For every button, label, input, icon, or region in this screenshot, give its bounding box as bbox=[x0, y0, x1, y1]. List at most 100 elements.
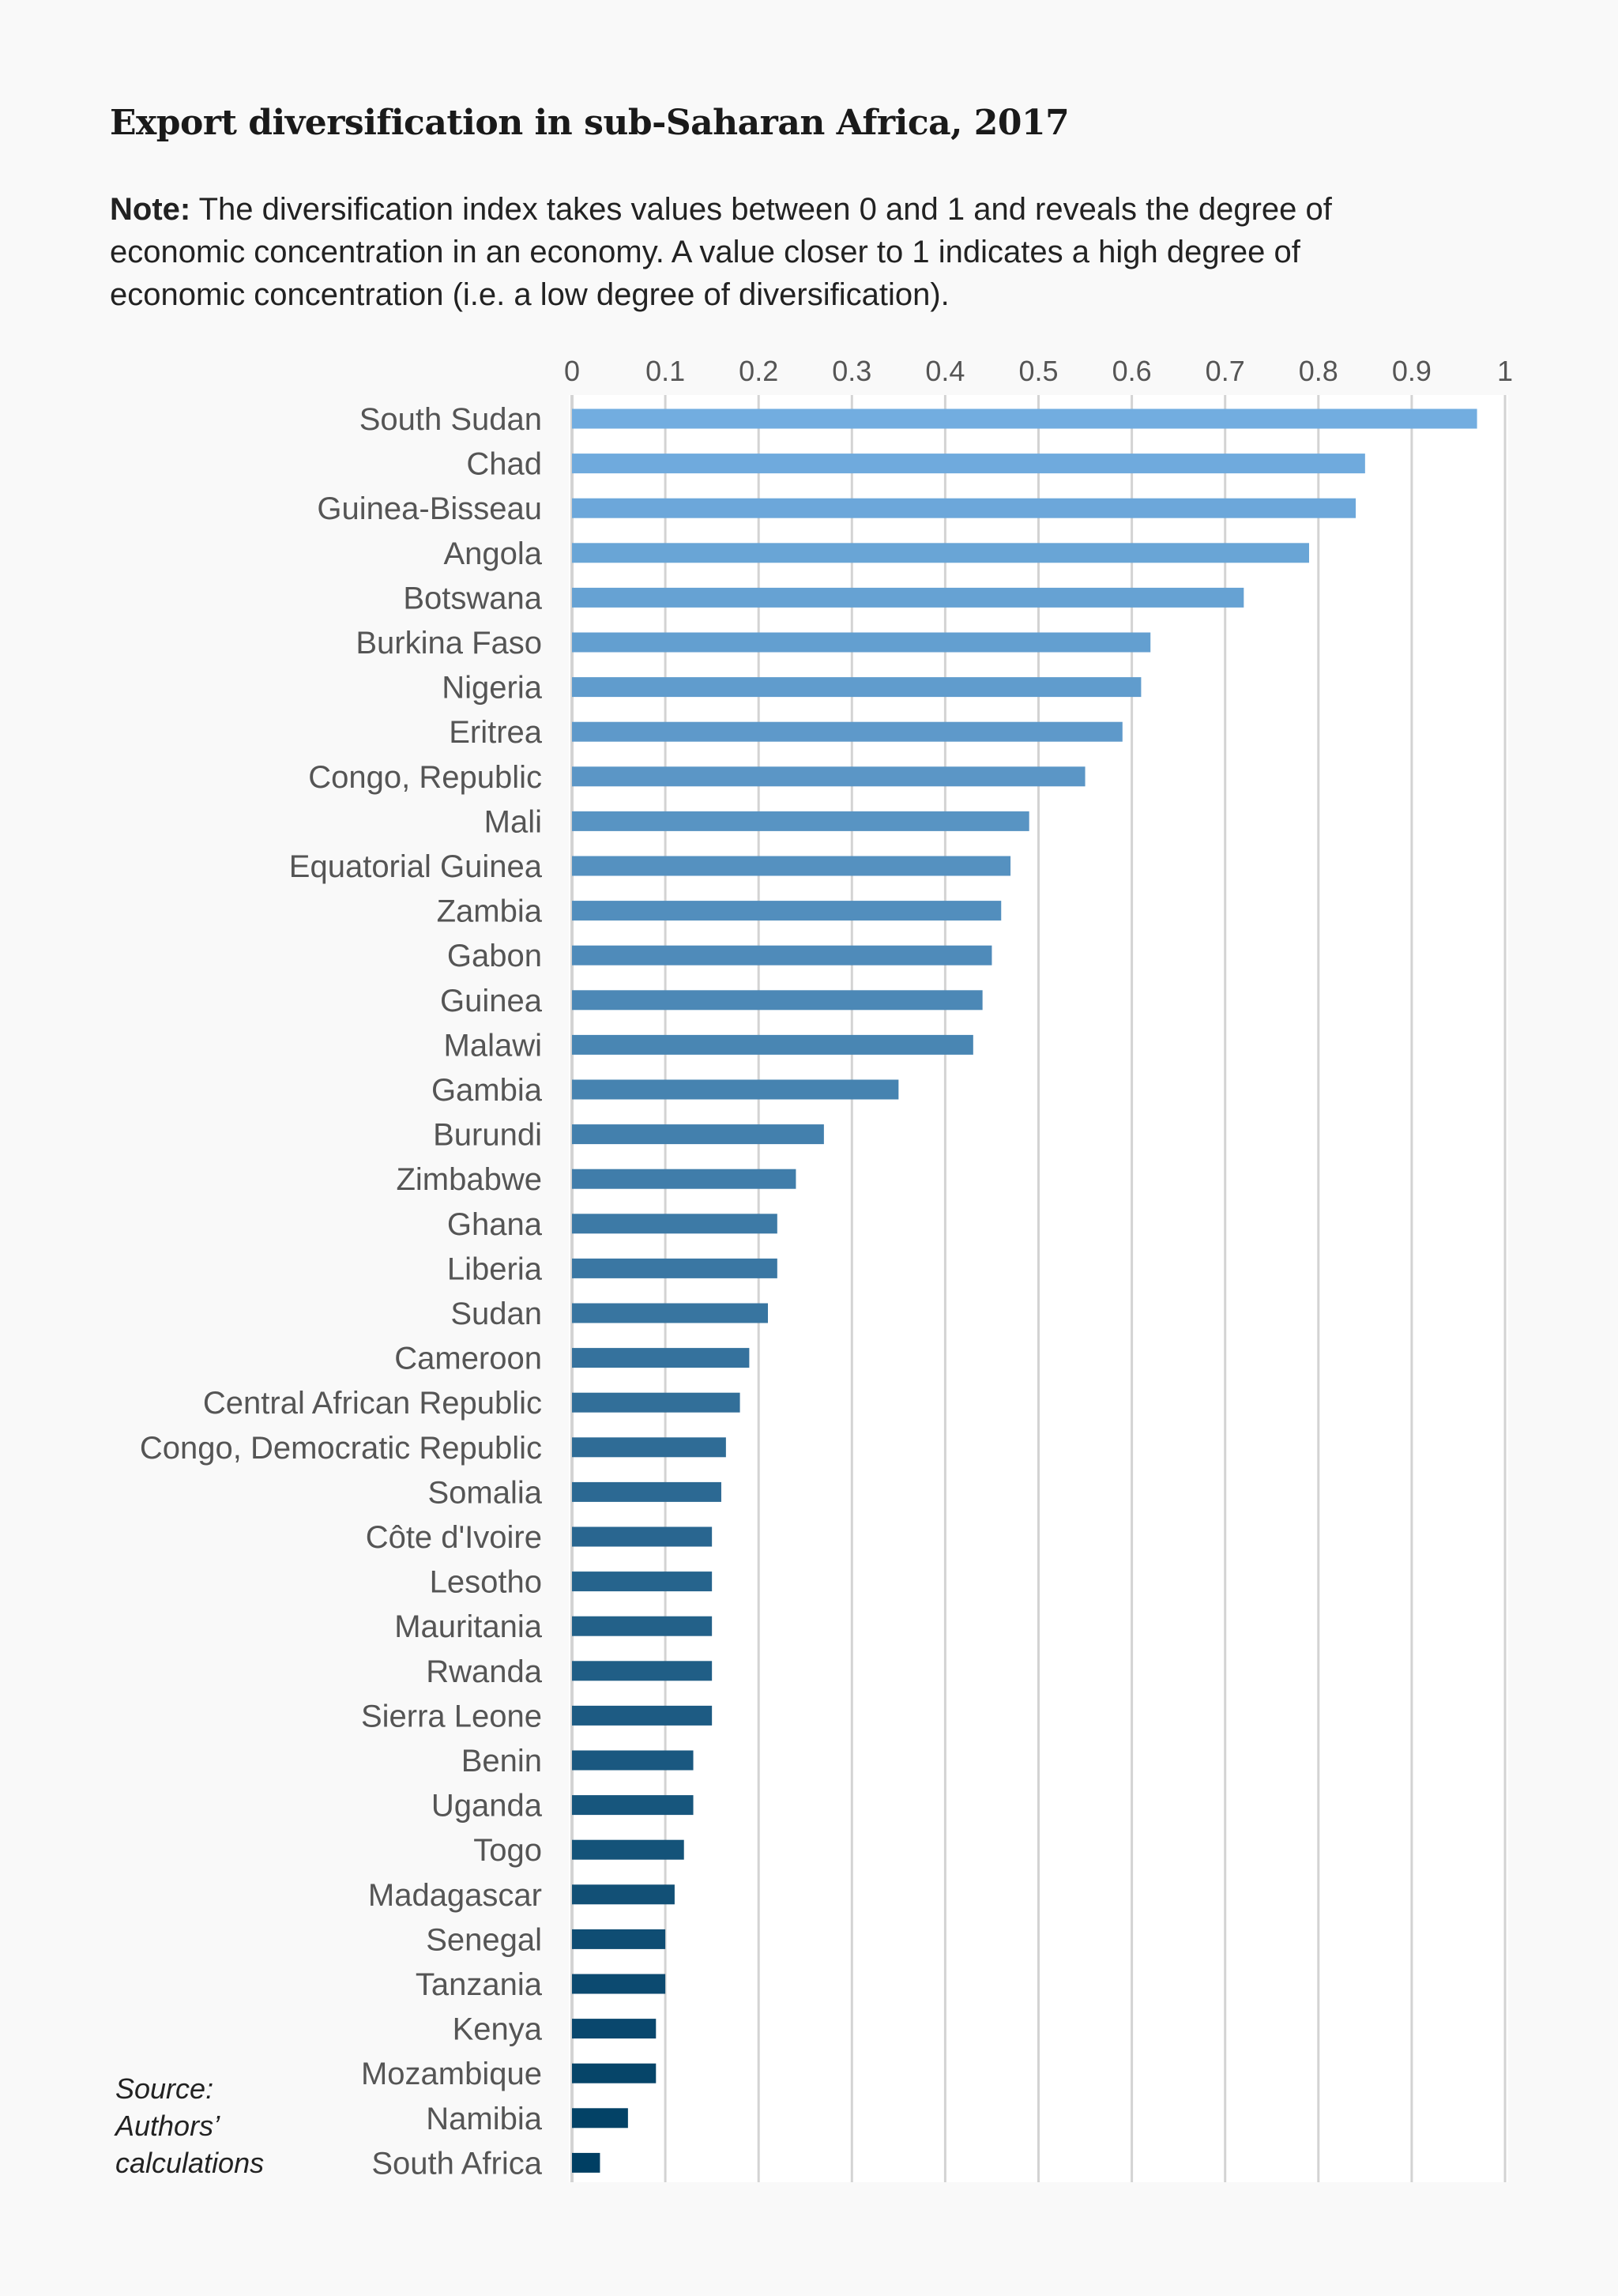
note-text: The diversification index takes values b… bbox=[110, 192, 1332, 312]
category-label: Sierra Leone bbox=[361, 1699, 542, 1733]
category-label: Angola bbox=[443, 536, 542, 571]
bar bbox=[572, 721, 1123, 742]
bar bbox=[572, 498, 1356, 518]
x-tick-label: 0.2 bbox=[739, 355, 778, 387]
category-label: Burkina Faso bbox=[356, 626, 542, 661]
bar bbox=[572, 811, 1029, 831]
bar bbox=[572, 2019, 657, 2039]
category-label: Sudan bbox=[450, 1297, 542, 1331]
category-label: Congo, Republic bbox=[308, 760, 542, 795]
bar bbox=[572, 1303, 769, 1323]
bar bbox=[572, 408, 1477, 429]
source-note: Source: Authors’ calculations bbox=[115, 2070, 264, 2181]
x-tick-label: 0 bbox=[564, 355, 580, 387]
bar bbox=[572, 1481, 721, 1502]
category-label: Botswana bbox=[403, 581, 542, 615]
x-tick-label: 0.6 bbox=[1112, 355, 1152, 387]
category-label: Burundi bbox=[433, 1118, 542, 1153]
bar bbox=[572, 1974, 666, 1994]
bar bbox=[572, 2152, 600, 2173]
category-label: Tanzania bbox=[416, 1967, 543, 2002]
category-label: Namibia bbox=[426, 2102, 542, 2136]
category-label: Chad bbox=[466, 447, 542, 482]
category-label: Madagascar bbox=[368, 1878, 542, 1913]
category-label: Somalia bbox=[427, 1475, 542, 1510]
category-label: Central African Republic bbox=[203, 1386, 542, 1421]
bar bbox=[572, 1258, 777, 1278]
category-label: Equatorial Guinea bbox=[289, 849, 543, 884]
category-label: Togo bbox=[473, 1833, 542, 1868]
x-tick-label: 0.8 bbox=[1299, 355, 1338, 387]
bar bbox=[572, 1839, 684, 1860]
bar bbox=[572, 1526, 713, 1547]
category-label: South Sudan bbox=[359, 402, 542, 437]
x-tick-label: 0.4 bbox=[925, 355, 965, 387]
x-tick-label: 0.9 bbox=[1392, 355, 1432, 387]
chart-title: Export diversification in sub-Saharan Af… bbox=[110, 103, 1070, 143]
bar bbox=[572, 1929, 666, 1949]
category-label: Senegal bbox=[426, 1922, 542, 1957]
chart-note: Note: The diversification index takes va… bbox=[110, 188, 1405, 316]
category-label: Benin bbox=[461, 1744, 542, 1778]
x-tick-label: 0.7 bbox=[1206, 355, 1245, 387]
category-label: Rwanda bbox=[426, 1654, 543, 1689]
category-label: Kenya bbox=[453, 2012, 543, 2047]
bar bbox=[572, 587, 1244, 608]
bar bbox=[572, 677, 1142, 698]
bar bbox=[572, 1795, 694, 1816]
bar bbox=[572, 1392, 740, 1413]
category-label: Mauritania bbox=[394, 1609, 543, 1644]
category-label: Eritrea bbox=[449, 715, 543, 750]
bar bbox=[572, 2108, 628, 2129]
bar bbox=[572, 856, 1011, 876]
category-label: Zambia bbox=[437, 894, 543, 929]
source-line: calculations bbox=[115, 2147, 265, 2179]
category-label: Liberia bbox=[447, 1252, 543, 1286]
bar bbox=[572, 1124, 824, 1145]
category-label: Cameroon bbox=[394, 1342, 542, 1376]
bar bbox=[572, 1034, 973, 1055]
category-label: Zimbabwe bbox=[396, 1162, 542, 1197]
category-label: Congo, Democratic Republic bbox=[140, 1431, 542, 1466]
category-label: Gabon bbox=[447, 939, 542, 973]
category-label: Malawi bbox=[444, 1028, 542, 1063]
bar bbox=[572, 1348, 750, 1368]
bar bbox=[572, 1079, 899, 1100]
bar bbox=[572, 901, 1002, 921]
bar bbox=[572, 766, 1086, 787]
category-label: Côte d'Ivoire bbox=[366, 1520, 542, 1555]
category-label: Mozambique bbox=[361, 2057, 542, 2091]
x-tick-label: 0.1 bbox=[645, 355, 685, 387]
x-tick-label: 0.3 bbox=[832, 355, 871, 387]
category-label: Guinea bbox=[440, 984, 543, 1018]
category-label: Ghana bbox=[447, 1207, 543, 1242]
bar bbox=[572, 1169, 796, 1189]
bar bbox=[572, 1661, 713, 1681]
source-line: Authors’ bbox=[115, 2110, 220, 2142]
note-label: Note: bbox=[110, 192, 191, 227]
bar bbox=[572, 1705, 713, 1726]
category-label: Guinea-Bisseau bbox=[317, 491, 542, 526]
category-label: Uganda bbox=[431, 1789, 543, 1824]
x-tick-label: 0.5 bbox=[1018, 355, 1058, 387]
category-label: Lesotho bbox=[430, 1565, 542, 1600]
bar bbox=[572, 1750, 694, 1771]
bar bbox=[572, 990, 983, 1011]
bar bbox=[572, 1884, 675, 1905]
bar bbox=[572, 454, 1365, 474]
x-tick-label: 1 bbox=[1497, 355, 1513, 387]
bar bbox=[572, 1571, 713, 1592]
category-label: Mali bbox=[484, 804, 542, 839]
bar bbox=[572, 632, 1151, 653]
bar bbox=[572, 1437, 726, 1458]
category-label: Gambia bbox=[431, 1073, 543, 1108]
category-label: Nigeria bbox=[442, 671, 542, 706]
bar bbox=[572, 1214, 777, 1234]
bar bbox=[572, 2063, 657, 2083]
bar bbox=[572, 1616, 713, 1636]
category-label: South Africa bbox=[371, 2146, 542, 2181]
source-line: Source: bbox=[115, 2072, 214, 2105]
bar bbox=[572, 543, 1309, 563]
